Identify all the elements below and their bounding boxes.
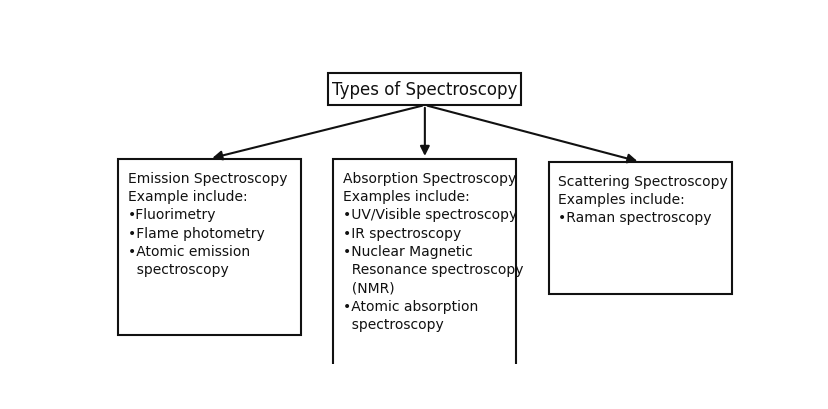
Text: •IR spectroscopy: •IR spectroscopy (343, 226, 460, 240)
Text: (NMR): (NMR) (343, 281, 394, 295)
Text: Types of Spectroscopy: Types of Spectroscopy (332, 81, 517, 99)
Text: Absorption Spectroscopy: Absorption Spectroscopy (343, 171, 516, 185)
Text: Resonance spectroscopy: Resonance spectroscopy (343, 263, 522, 276)
Text: •Atomic absorption: •Atomic absorption (343, 299, 478, 313)
Text: Examples include:: Examples include: (343, 189, 469, 204)
FancyBboxPatch shape (333, 160, 516, 380)
Text: Emission Spectroscopy: Emission Spectroscopy (128, 171, 286, 185)
Text: Examples include:: Examples include: (557, 193, 684, 207)
Text: •Fluorimetry: •Fluorimetry (128, 208, 216, 222)
Text: Example include:: Example include: (128, 189, 247, 204)
Text: •Nuclear Magnetic: •Nuclear Magnetic (343, 244, 472, 258)
Text: spectroscopy: spectroscopy (343, 317, 443, 331)
Text: •UV/Visible spectroscopy: •UV/Visible spectroscopy (343, 208, 517, 222)
Text: •Flame photometry: •Flame photometry (128, 226, 264, 240)
Text: spectroscopy: spectroscopy (128, 263, 229, 276)
FancyBboxPatch shape (118, 159, 301, 336)
Text: •Atomic emission: •Atomic emission (128, 244, 249, 258)
Text: •Raman spectroscopy: •Raman spectroscopy (557, 211, 710, 225)
FancyBboxPatch shape (328, 74, 521, 106)
FancyBboxPatch shape (548, 162, 731, 295)
Text: Scattering Spectroscopy: Scattering Spectroscopy (557, 174, 727, 189)
